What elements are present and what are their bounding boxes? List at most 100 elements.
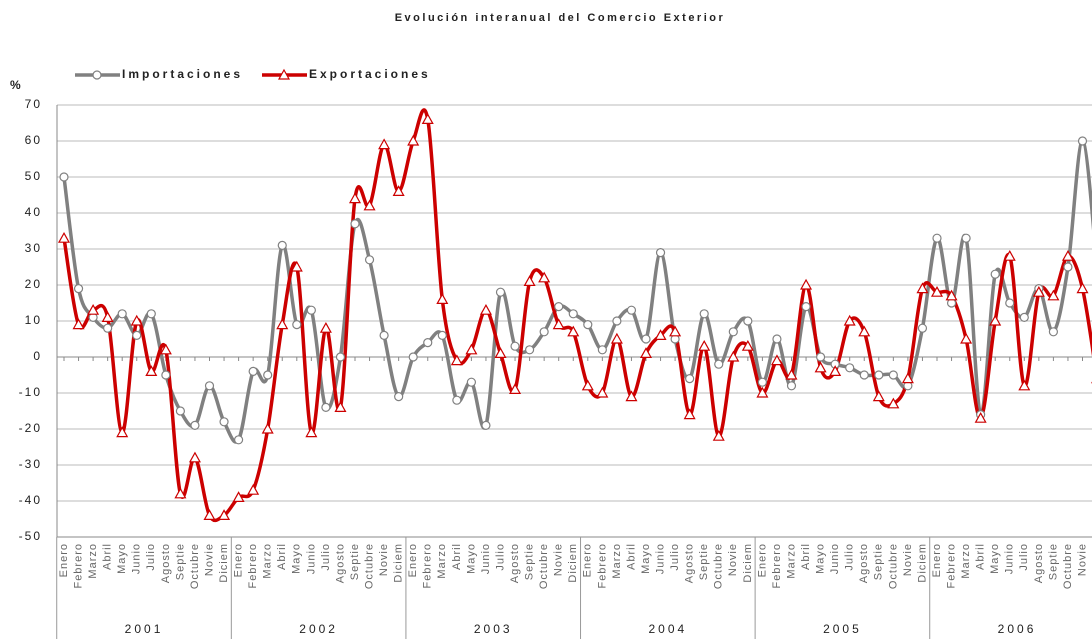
marker xyxy=(436,293,449,304)
marker xyxy=(741,339,754,351)
marker xyxy=(829,365,842,376)
marker xyxy=(1018,379,1031,391)
marker xyxy=(539,327,549,337)
marker xyxy=(188,451,201,463)
x-tick-label: Marzo xyxy=(785,543,797,579)
x-tick-label: Agosto xyxy=(684,543,696,583)
marker xyxy=(218,509,231,520)
x-tick-label: Enero xyxy=(58,543,70,577)
y-tick-label: 50 xyxy=(25,169,42,183)
marker xyxy=(626,305,637,315)
marker xyxy=(363,199,376,211)
marker xyxy=(103,323,113,333)
marker xyxy=(728,327,738,337)
marker xyxy=(612,316,622,326)
marker xyxy=(714,359,724,369)
year-label: 2001 xyxy=(125,622,164,636)
marker xyxy=(248,366,258,376)
marker xyxy=(845,363,855,373)
marker xyxy=(481,420,491,430)
marker xyxy=(859,370,869,380)
x-tick-label: Diciem xyxy=(393,543,405,583)
marker xyxy=(945,289,958,301)
legend-label: Exportaciones xyxy=(309,67,431,81)
x-tick-label: Septie xyxy=(524,543,536,580)
marker xyxy=(276,318,289,330)
marker xyxy=(772,334,782,344)
x-tick-label: Diciem xyxy=(916,543,928,583)
x-tick-label: Marzo xyxy=(262,543,274,579)
marker xyxy=(1019,312,1029,322)
legend-label: Importaciones xyxy=(122,67,243,81)
y-tick-label: -30 xyxy=(19,457,42,471)
marker xyxy=(190,420,200,430)
legend: Importaciones Exportaciones xyxy=(75,67,431,81)
marker xyxy=(392,185,405,196)
x-tick-label: Enero xyxy=(407,543,419,577)
marker xyxy=(306,305,316,315)
x-tick-label: Junio xyxy=(480,543,492,574)
marker xyxy=(990,269,1000,279)
x-tick-label: Diciem xyxy=(218,543,230,583)
x-tick-label: Julio xyxy=(145,543,157,571)
marker xyxy=(785,368,798,380)
marker xyxy=(466,377,476,387)
marker xyxy=(408,352,418,362)
marker xyxy=(685,374,695,384)
marker xyxy=(204,381,215,391)
marker xyxy=(1003,249,1016,261)
marker xyxy=(1077,136,1088,146)
marker xyxy=(219,417,229,427)
marker xyxy=(73,284,84,294)
marker xyxy=(379,330,389,340)
x-tick-label: Marzo xyxy=(960,543,972,579)
x-tick-label: Diciem xyxy=(567,543,579,583)
marker xyxy=(174,487,187,499)
x-tick-label: Febrero xyxy=(247,543,259,589)
plot xyxy=(57,108,1092,523)
marker xyxy=(583,320,593,330)
x-tick-label: Novie xyxy=(553,543,565,576)
x-tick-label: Agosto xyxy=(509,543,521,583)
marker xyxy=(334,401,347,412)
marker xyxy=(814,361,827,373)
marker xyxy=(770,354,783,366)
y-tick-label: 20 xyxy=(25,277,42,291)
marker xyxy=(786,381,797,391)
y-tick-label: -20 xyxy=(19,421,42,435)
x-tick-label: Enero xyxy=(756,543,768,577)
marker xyxy=(756,386,769,398)
x-tick-label: Octubre xyxy=(887,543,899,589)
x-tick-label: Septie xyxy=(1047,543,1059,580)
marker xyxy=(581,379,594,391)
marker xyxy=(1032,285,1045,297)
x-tick-label: Febrero xyxy=(72,543,84,589)
marker xyxy=(858,325,871,337)
x-tick-label: Septie xyxy=(349,543,361,580)
x-tick-label: Mayo xyxy=(640,543,652,574)
marker xyxy=(843,314,856,326)
marker xyxy=(319,321,332,333)
x-tick-label: Agosto xyxy=(334,543,346,583)
marker xyxy=(524,345,535,355)
marker xyxy=(932,233,942,243)
x-tick-label: Junio xyxy=(654,543,666,574)
marker xyxy=(727,350,740,362)
marker xyxy=(568,309,578,319)
marker xyxy=(1076,282,1089,294)
x-tick-label: Agosto xyxy=(160,543,172,583)
marker xyxy=(423,338,433,348)
marker xyxy=(872,390,885,402)
marker xyxy=(815,352,826,362)
marker xyxy=(523,275,536,286)
marker xyxy=(130,314,143,326)
marker xyxy=(321,402,331,412)
marker xyxy=(57,231,71,243)
marker xyxy=(116,426,129,438)
marker xyxy=(1063,262,1073,272)
y-tick-label: 70 xyxy=(25,97,42,111)
x-tick-label: Febrero xyxy=(596,543,608,589)
marker xyxy=(132,330,142,340)
